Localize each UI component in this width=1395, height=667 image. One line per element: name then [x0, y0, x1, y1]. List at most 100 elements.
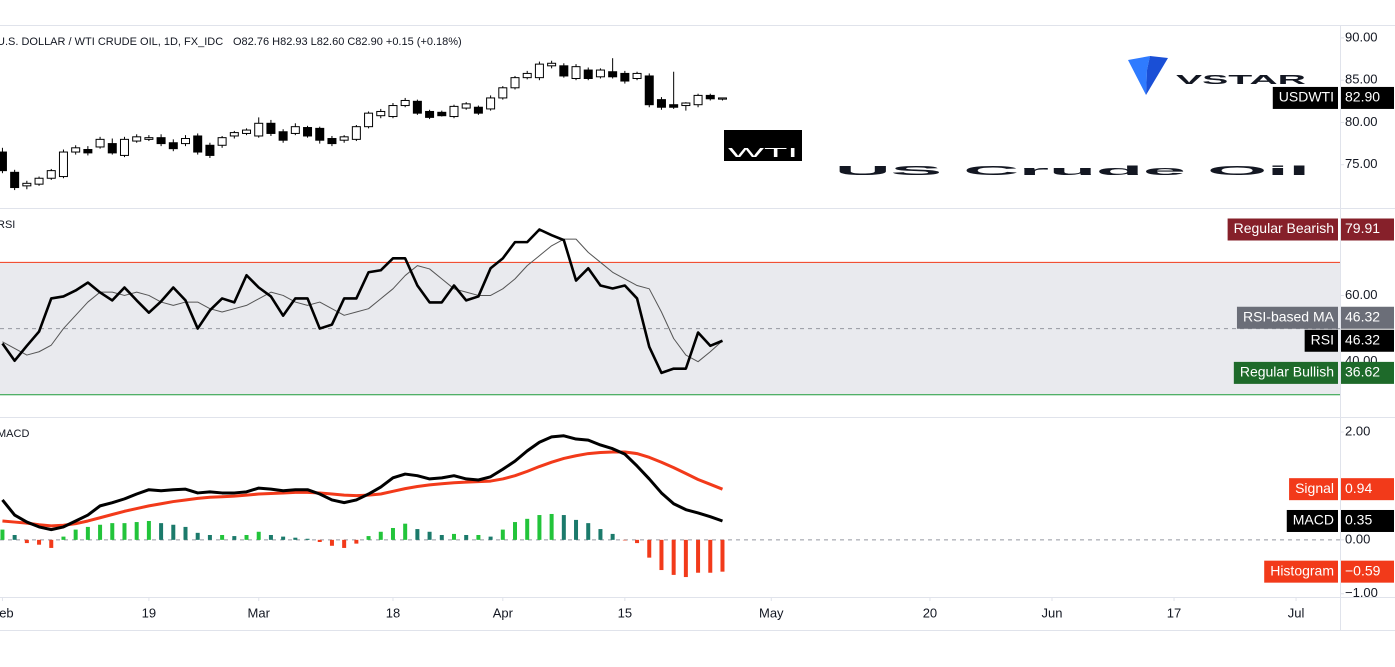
y-tick-label: −1.00 [1345, 585, 1378, 600]
candle-body [144, 137, 154, 140]
x-tick-label: 15 [618, 605, 632, 620]
tag-value: 82.90 [1345, 89, 1380, 105]
tag-value-bg [1341, 560, 1394, 583]
candle-body [22, 182, 32, 187]
histogram-bar [403, 523, 408, 540]
histogram-bar [0, 529, 5, 540]
series-line [2, 450, 724, 528]
histogram-bar [708, 539, 713, 573]
histogram-bar [659, 539, 664, 571]
tag-value: 79.91 [1345, 220, 1380, 236]
histogram-bar [12, 534, 17, 540]
candle-body [327, 138, 337, 145]
x-tick-label: Apr [493, 605, 514, 620]
histogram-bar [464, 534, 469, 540]
y-tick-label: 80.00 [1345, 114, 1378, 129]
histogram-bar [220, 534, 225, 540]
histogram-bar [329, 539, 334, 546]
candle-body [571, 66, 581, 79]
candle-body [449, 105, 459, 118]
candle-body [681, 102, 691, 107]
histogram-bar [61, 536, 66, 540]
histogram-bar [622, 539, 627, 541]
candle-body [717, 97, 727, 100]
histogram-bar [134, 522, 139, 540]
candle-body [339, 136, 349, 141]
histogram-bar [537, 515, 542, 540]
candle-body [632, 72, 642, 79]
candle-body [229, 132, 239, 137]
histogram-bar [98, 524, 103, 540]
tag-label-bg [1304, 329, 1338, 352]
tag-value: −0.59 [1345, 562, 1381, 578]
price-pane: O82.76 H82.93 L82.60 C82.90 +0.15 (+0.18… [0, 29, 1394, 191]
tag-value-bg [1341, 306, 1394, 329]
histogram-bar [427, 531, 432, 540]
candle-body [376, 110, 386, 117]
tag-label: Regular Bearish [1234, 220, 1334, 236]
histogram-bar [183, 526, 188, 540]
candle-body [181, 138, 191, 145]
tag-value-bg [1341, 361, 1394, 384]
y-tick-label: 2.00 [1345, 423, 1370, 438]
candle-body [510, 77, 520, 89]
histogram-bar [317, 539, 322, 543]
histogram-bar [268, 534, 273, 540]
candle-body [278, 131, 288, 141]
histogram-bar [561, 515, 566, 540]
tag-label-bg [1233, 361, 1338, 384]
pane-title: RSI [0, 219, 15, 231]
x-tick-label: Jun [1042, 605, 1063, 620]
candle-body [46, 170, 56, 179]
candle-body [656, 99, 666, 108]
candle-body [0, 151, 7, 172]
badge-text: WTI [728, 145, 798, 160]
histogram-bar [281, 536, 286, 540]
y-tick-label: 85.00 [1345, 72, 1378, 87]
candle-body [156, 137, 166, 145]
candle-body [168, 142, 178, 150]
candle-body [364, 112, 374, 128]
tag-label: Signal [1295, 480, 1334, 496]
histogram-bar [696, 539, 701, 573]
candle-body [205, 144, 215, 156]
candle-body [620, 72, 630, 82]
candle-body [58, 151, 68, 178]
series-line [1, 228, 723, 375]
histogram-bar [549, 513, 554, 540]
candle-body [217, 137, 227, 146]
candle-body [388, 105, 398, 118]
candle-body [608, 71, 618, 78]
y-tick-label: 75.00 [1345, 156, 1378, 171]
y-tick-label: 0.00 [1345, 531, 1370, 546]
x-tick-label: Jul [1288, 605, 1305, 620]
series-line [1, 434, 723, 532]
candle-body [473, 106, 483, 114]
histogram-bar [610, 533, 615, 540]
histogram-bar [378, 531, 383, 540]
histogram-bar [366, 536, 371, 540]
candle-body [583, 69, 593, 79]
candle-body [266, 122, 276, 134]
candle-body [242, 129, 252, 134]
histogram-bar [73, 529, 78, 540]
histogram-bar [207, 534, 212, 540]
candle-body [34, 177, 44, 185]
pane-borders [0, 25, 1395, 631]
macd-pane: MACD 2.00 0.00 −1.00 Signal 0.94 MACD 0.35 Histo… [0, 423, 1394, 600]
histogram-bar [354, 539, 359, 544]
candle-body [498, 87, 508, 99]
x-tick-label: 20 [923, 605, 937, 620]
tag-value: 46.32 [1345, 331, 1380, 347]
histogram-bar [488, 536, 493, 540]
logo-mark [1128, 56, 1150, 95]
tag-label-bg [1236, 306, 1338, 329]
candle-body [559, 65, 569, 77]
tag-label: MACD [1293, 512, 1334, 528]
histogram-bar [342, 539, 347, 548]
tag-value-bg [1341, 86, 1394, 109]
candle-body [315, 127, 325, 141]
histogram-bar [525, 518, 530, 540]
